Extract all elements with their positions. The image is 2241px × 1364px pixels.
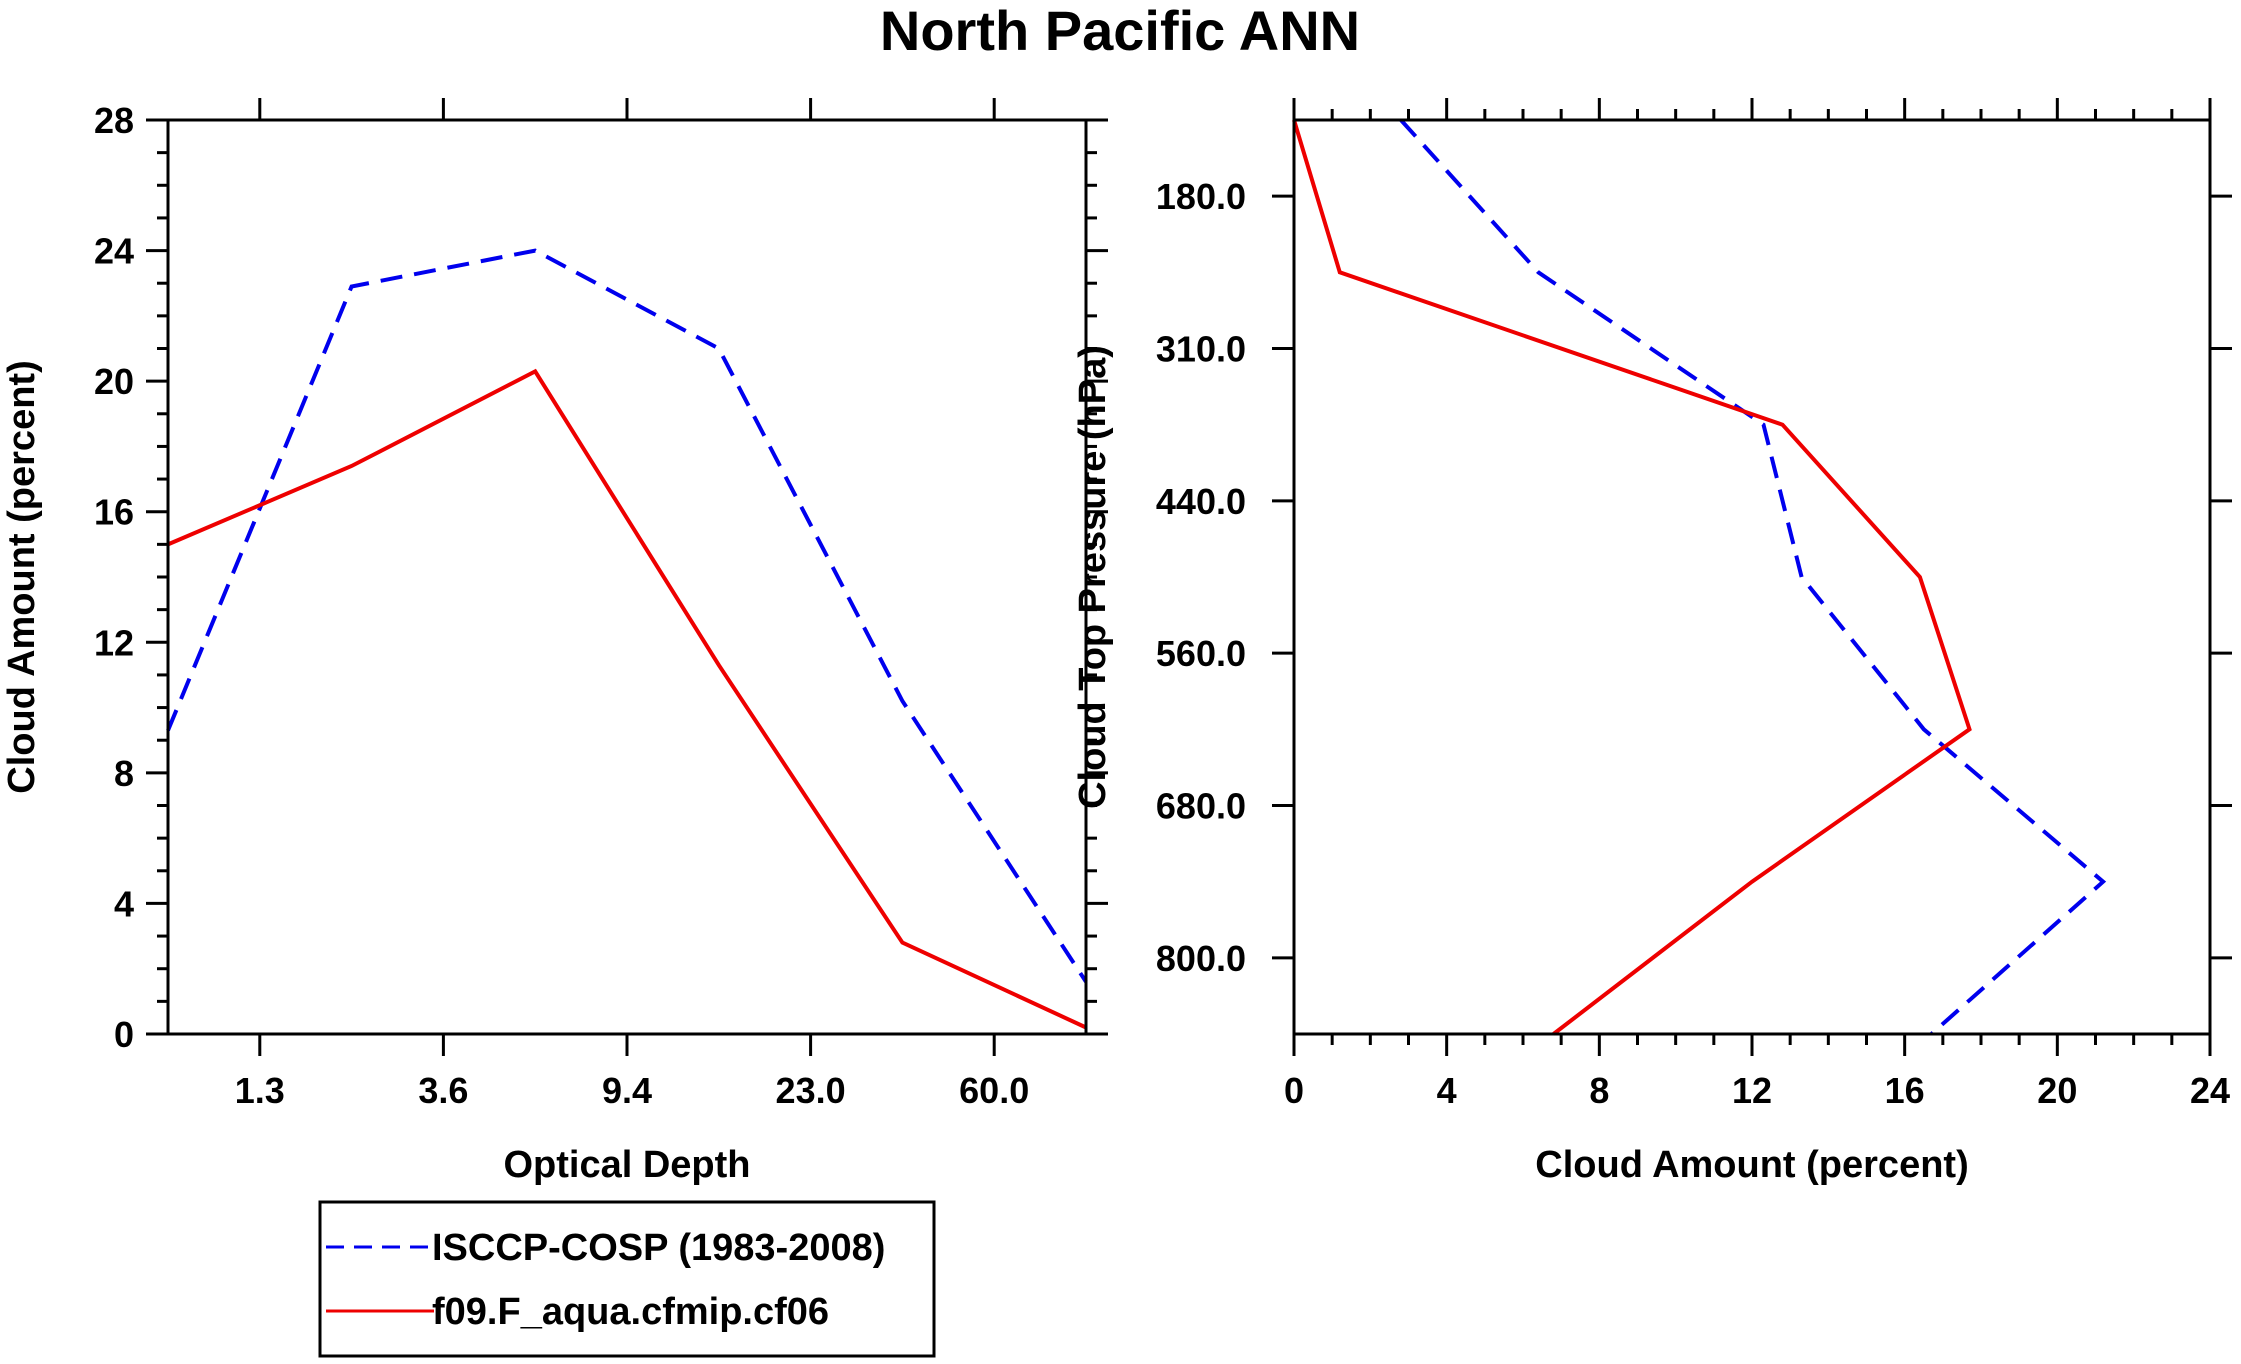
right-x-tick-label: 16 (1885, 1070, 1925, 1111)
right-y-tick-label: 310.0 (1156, 329, 1246, 370)
left-series-isccp-line (166, 248, 1088, 983)
left-y-tick-label: 16 (94, 492, 134, 533)
figure-title: North Pacific ANN (880, 0, 1360, 62)
left-x-tick-label: 1.3 (235, 1070, 285, 1111)
legend-box (318, 1200, 936, 1358)
right-y-tick-label: 800.0 (1156, 938, 1246, 979)
right-series-model-line (1292, 119, 1972, 1036)
left-y-tick-label: 4 (114, 883, 134, 924)
left-y-tick-label: 8 (114, 753, 134, 794)
left-y-tick-label: 24 (94, 231, 134, 272)
right-x-axis-label: Cloud Amount (percent) (1535, 1144, 1968, 1186)
right-x-tick-label: 0 (1284, 1070, 1304, 1111)
right-x-tick-label: 4 (1437, 1070, 1457, 1111)
right-y-tick-label: 680.0 (1156, 786, 1246, 827)
legend: ISCCP-COSP (1983-2008) f09.F_aqua.cfmip.… (318, 1200, 936, 1358)
right-x-tick-label: 20 (2037, 1070, 2077, 1111)
left-y-axis-label: Cloud Amount (percent) (1, 360, 43, 793)
left-series-model-line (167, 368, 1087, 1030)
left-y-tick-label: 28 (94, 100, 134, 141)
left-x-tick-label: 23.0 (776, 1070, 846, 1111)
left-y-tick-label: 0 (114, 1014, 134, 1055)
left-x-axis-label: Optical Depth (503, 1144, 750, 1186)
right-x-tick-label: 8 (1589, 1070, 1609, 1111)
right-plot-frame (1292, 118, 2212, 1036)
cloud-top-pressure-chart: 0 4 8 12 16 20 24 180.0 310.0 440.0 560.0 680.0 800.… (1072, 98, 2232, 1186)
right-series-isccp-line (1399, 118, 2107, 1036)
legend-model-label: f09.F_aqua.cfmip.cf06 (432, 1291, 829, 1333)
left-y-tick-label: 12 (94, 622, 134, 663)
right-y-tick-label: 440.0 (1156, 481, 1246, 522)
left-y-tick-label: 20 (94, 361, 134, 402)
left-x-tick-label: 60.0 (959, 1070, 1029, 1111)
legend-obs-label: ISCCP-COSP (1983-2008) (432, 1227, 885, 1269)
left-plot-frame (166, 118, 1088, 1036)
left-x-tick-label: 9.4 (602, 1070, 652, 1111)
right-y-tick-label: 560.0 (1156, 633, 1246, 674)
right-y-tick-label: 180.0 (1156, 176, 1246, 217)
right-y-axis-label: Cloud Top Pressure (hPa) (1072, 345, 1114, 809)
right-x-tick-label: 24 (2190, 1070, 2230, 1111)
right-x-tick-label: 12 (1732, 1070, 1772, 1111)
left-x-tick-label: 3.6 (418, 1070, 468, 1111)
optical-depth-chart: 0 4 8 12 16 20 24 28 1.3 3.6 9.4 23.0 60.0 Optical D… (1, 98, 1108, 1186)
